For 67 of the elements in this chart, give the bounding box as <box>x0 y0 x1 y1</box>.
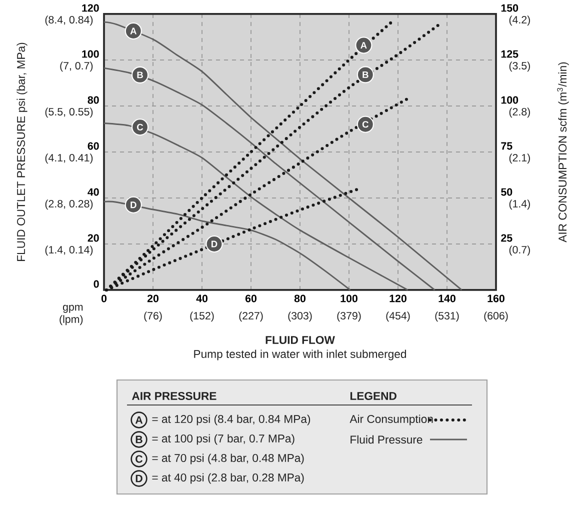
text: = at 40 psi (2.8 bar, 0.28 MPa) <box>152 473 304 484</box>
annotation: C <box>362 121 369 128</box>
text: (303) <box>288 312 312 322</box>
y-tick-label: 0 <box>94 280 99 288</box>
text: (2.8, 0.28) <box>45 200 93 210</box>
x-tick-label: 60 <box>245 294 256 302</box>
y2-tick-label: 100 <box>501 96 518 104</box>
text: (2.1) <box>509 154 530 164</box>
y2-tick-label: 125 <box>501 50 518 58</box>
x-tick-label: 140 <box>438 294 456 302</box>
annotation: B <box>362 72 368 78</box>
text: (5.5, 0.55) <box>45 108 93 118</box>
legend-label: Fluid Pressure <box>350 435 422 444</box>
text: A <box>135 416 143 424</box>
x-axis-title: FLUID FLOW <box>266 336 335 344</box>
text: (379) <box>337 312 361 322</box>
text: (227) <box>239 312 263 322</box>
y-tick-label: 80 <box>88 96 99 104</box>
text: (0.7) <box>509 246 530 256</box>
y-tick-label: 40 <box>88 188 99 196</box>
text: D <box>136 474 142 482</box>
text: (531) <box>435 312 459 322</box>
text: (4.1, 0.41) <box>45 154 93 164</box>
y2-tick-label: 50 <box>501 188 512 196</box>
y2-axis-title: AIR CONSUMPTION scfm (m$^{3}$/min) <box>557 62 569 242</box>
y2-tick-label: 25 <box>501 234 512 242</box>
y2-tick-label: 75 <box>501 142 512 150</box>
text: (606) <box>484 312 508 322</box>
x-tick-label: 100 <box>340 294 358 302</box>
annotation: C <box>137 124 144 130</box>
text: (1.4) <box>509 200 530 210</box>
text: (7, 0.7) <box>60 62 93 72</box>
y-tick-label: 20 <box>88 234 99 242</box>
text: = at 70 psi (4.8 bar, 0.48 MPa) <box>152 454 304 464</box>
text: (3.5) <box>509 62 530 72</box>
text: (2.8) <box>509 108 530 118</box>
annotation: B <box>137 72 143 78</box>
y2-tick-label: 150 <box>501 4 518 12</box>
y-axis-title: FLUID OUTLET PRESSURE psi (bar, MPa) <box>16 42 28 261</box>
y-tick-label: 60 <box>88 142 99 150</box>
text: (454) <box>386 312 410 322</box>
y-tick-label: 120 <box>82 4 99 12</box>
annotation: A <box>130 28 137 34</box>
x-tick-label: 40 <box>196 294 208 302</box>
text: = at 100 psi (7 bar, 0.7 MPa) <box>152 434 294 445</box>
text: C <box>136 455 143 463</box>
text: (152) <box>190 312 214 322</box>
text: (4.2) <box>509 16 530 26</box>
text: (8.4, 0.84) <box>45 16 93 26</box>
y-tick-label: 100 <box>82 50 99 58</box>
text: AIR PRESSURE <box>132 392 216 400</box>
legend-label: Air Consumption <box>350 414 433 426</box>
text: gpm (lpm) <box>60 304 83 326</box>
text: (1.4, 0.14) <box>45 246 93 256</box>
text: = at 120 psi (8.4 bar, 0.84 MPa) <box>152 414 310 426</box>
x-tick-label: 0 <box>101 294 107 302</box>
x-tick-label: 80 <box>294 294 306 302</box>
x-tick-label: 120 <box>390 294 406 302</box>
x-tick-label: 20 <box>147 294 158 302</box>
text: B <box>136 436 142 444</box>
x-tick-label: 160 <box>488 294 504 302</box>
annotation: D <box>130 202 136 208</box>
annotation: A <box>360 42 367 48</box>
annotation: D <box>212 240 218 248</box>
text: Pump tested in water with inlet submerged <box>194 350 406 360</box>
text: (76) <box>144 312 162 322</box>
legend-title: LEGEND <box>350 392 396 400</box>
